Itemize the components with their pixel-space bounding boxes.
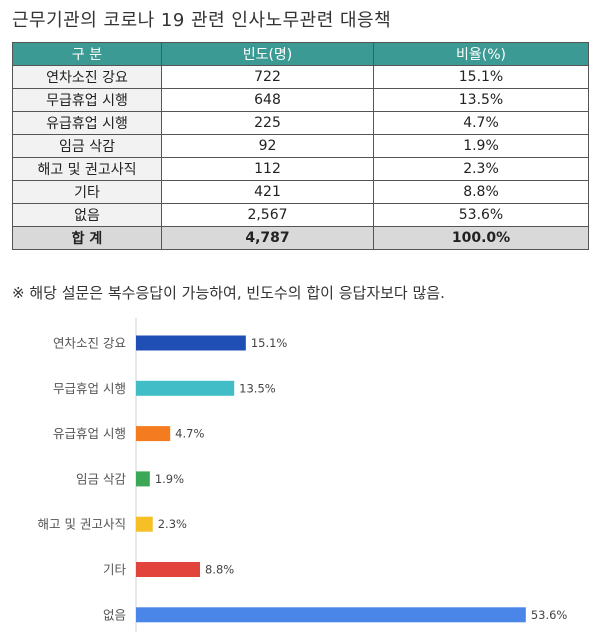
table-total-row: 합 계 4,787 100.0%	[12, 226, 589, 250]
total-frequency: 4,787	[161, 226, 374, 250]
header-category: 구 분	[12, 42, 162, 66]
survey-note: ※ 해당 설문은 복수응답이 가능하여, 빈도수의 합이 응답자보다 많음.	[12, 284, 445, 302]
value-label: 4.7%	[175, 427, 204, 441]
row-category: 기타	[12, 180, 162, 204]
value-label: 15.1%	[251, 336, 288, 350]
row-category: 없음	[12, 203, 162, 227]
category-label: 없음	[103, 607, 126, 622]
category-label: 기타	[103, 562, 127, 577]
page-title: 근무기관의 코로나 19 관련 인사노무관련 대응책	[12, 10, 392, 31]
bar	[136, 426, 171, 442]
table-row: 임금 삭감 92 1.9%	[12, 134, 589, 158]
stats-table: 구 분 빈도(명) 비율(%) 연차소진 강요 722 15.1% 무급휴업 시…	[12, 42, 589, 250]
category-label: 연차소진 강요	[53, 336, 126, 351]
row-frequency: 2,567	[161, 203, 374, 227]
value-label: 2.3%	[158, 517, 187, 531]
row-ratio: 53.6%	[373, 203, 589, 227]
table-row: 연차소진 강요 722 15.1%	[12, 65, 589, 89]
total-ratio: 100.0%	[373, 226, 589, 250]
header-frequency: 빈도(명)	[161, 42, 374, 66]
row-category: 해고 및 권고사직	[12, 157, 162, 181]
row-frequency: 722	[161, 65, 374, 89]
value-label: 53.6%	[531, 608, 568, 622]
table-row: 해고 및 권고사직 112 2.3%	[12, 157, 589, 181]
row-ratio: 13.5%	[373, 88, 589, 112]
value-label: 1.9%	[155, 472, 184, 486]
bar	[136, 607, 526, 623]
value-label: 8.8%	[205, 563, 234, 577]
row-category: 유급휴업 시행	[12, 111, 162, 135]
value-label: 13.5%	[239, 381, 276, 395]
table-header-row: 구 분 빈도(명) 비율(%)	[12, 42, 589, 66]
row-ratio: 4.7%	[373, 111, 589, 135]
category-label: 임금 삭감	[76, 471, 126, 486]
bar	[136, 516, 153, 532]
category-label: 무급휴업 시행	[53, 381, 126, 396]
row-category: 임금 삭감	[12, 134, 162, 158]
table-row: 없음 2,567 53.6%	[12, 203, 589, 227]
bar	[136, 380, 235, 396]
category-label: 해고 및 권고사직	[38, 517, 126, 532]
total-label: 합 계	[12, 226, 162, 250]
bar	[136, 471, 150, 487]
row-frequency: 648	[161, 88, 374, 112]
row-ratio: 8.8%	[373, 180, 589, 204]
header-ratio: 비율(%)	[373, 42, 589, 66]
bar	[136, 335, 246, 351]
row-ratio: 2.3%	[373, 157, 589, 181]
bar	[136, 562, 200, 577]
category-label: 유급휴업 시행	[53, 426, 126, 441]
row-category: 연차소진 강요	[12, 65, 162, 89]
